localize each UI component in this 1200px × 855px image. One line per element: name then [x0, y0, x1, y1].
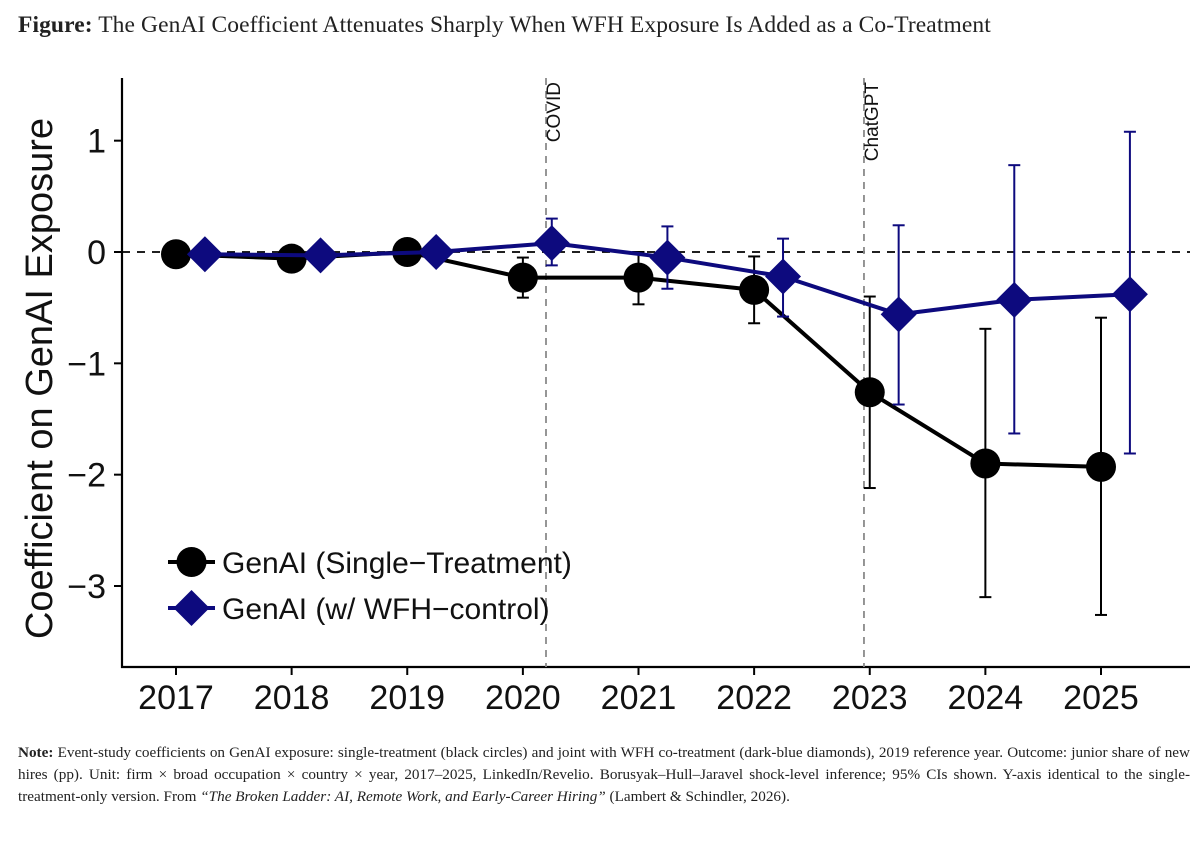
figure-title: Figure: The GenAI Coefficient Attenuates…	[18, 12, 1188, 39]
note-source: “The Broken Ladder: AI, Remote Work, and…	[200, 788, 606, 805]
data-point-circle	[739, 274, 770, 305]
y-tick-label: 1	[87, 123, 106, 161]
data-point-diamond	[765, 258, 802, 295]
data-point-diamond	[996, 281, 1033, 318]
data-point-circle	[507, 262, 538, 293]
figure-note: Note: Event-study coefficients on GenAI …	[18, 742, 1190, 808]
data-point-circle	[854, 377, 885, 408]
note-lead: Note:	[18, 744, 54, 761]
data-point-circle	[970, 448, 1001, 479]
data-point-diamond	[186, 236, 223, 273]
note-text: Event-study coefficients on GenAI exposu…	[18, 744, 1190, 805]
data-point-diamond	[649, 239, 686, 276]
figure-title-lead: Figure:	[18, 12, 93, 38]
legend-marker-circle	[176, 547, 207, 577]
x-tick-label: 2017	[138, 679, 214, 717]
x-tick-label: 2024	[948, 679, 1024, 717]
data-point-circle	[276, 243, 307, 274]
data-point-diamond	[302, 237, 339, 274]
y-tick-label: −2	[67, 457, 106, 495]
data-point-circle	[1086, 451, 1116, 482]
event-label-chatgpt: ChatGPT	[862, 82, 883, 162]
x-tick-label: 2023	[832, 679, 908, 717]
data-point-diamond	[418, 234, 455, 270]
note-tail: (Lambert & Schindler, 2026).	[605, 788, 790, 805]
legend-label: GenAI (w/ WFH−control)	[222, 593, 550, 626]
x-tick-label: 2025	[1063, 679, 1139, 717]
x-tick-label: 2019	[369, 679, 445, 717]
data-point-diamond	[533, 225, 570, 262]
y-axis-title: Coefficient on GenAI Exposure	[19, 118, 61, 639]
data-point-diamond	[880, 296, 917, 333]
event-study-chart: −3 −2 −1 0 1 2017 2018 2019 2020 2021 2022 2023 2024…	[19, 78, 1190, 717]
x-tick-label: 2021	[601, 679, 677, 717]
data-point-circle	[161, 239, 191, 270]
x-tick-label: 2020	[485, 679, 561, 717]
legend-marker-diamond	[173, 590, 210, 626]
x-tick-label: 2022	[716, 679, 792, 717]
event-label-covid: COVID	[544, 82, 565, 142]
x-tick-label: 2018	[254, 679, 330, 717]
data-point-circle	[623, 262, 654, 293]
y-tick-label: −3	[67, 568, 106, 606]
y-tick-label: −1	[67, 345, 106, 383]
data-point-diamond	[1111, 276, 1148, 313]
figure-title-text: The GenAI Coefficient Attenuates Sharply…	[92, 12, 991, 38]
y-tick-label: 0	[87, 234, 106, 272]
legend-label: GenAI (Single−Treatment)	[222, 547, 572, 580]
